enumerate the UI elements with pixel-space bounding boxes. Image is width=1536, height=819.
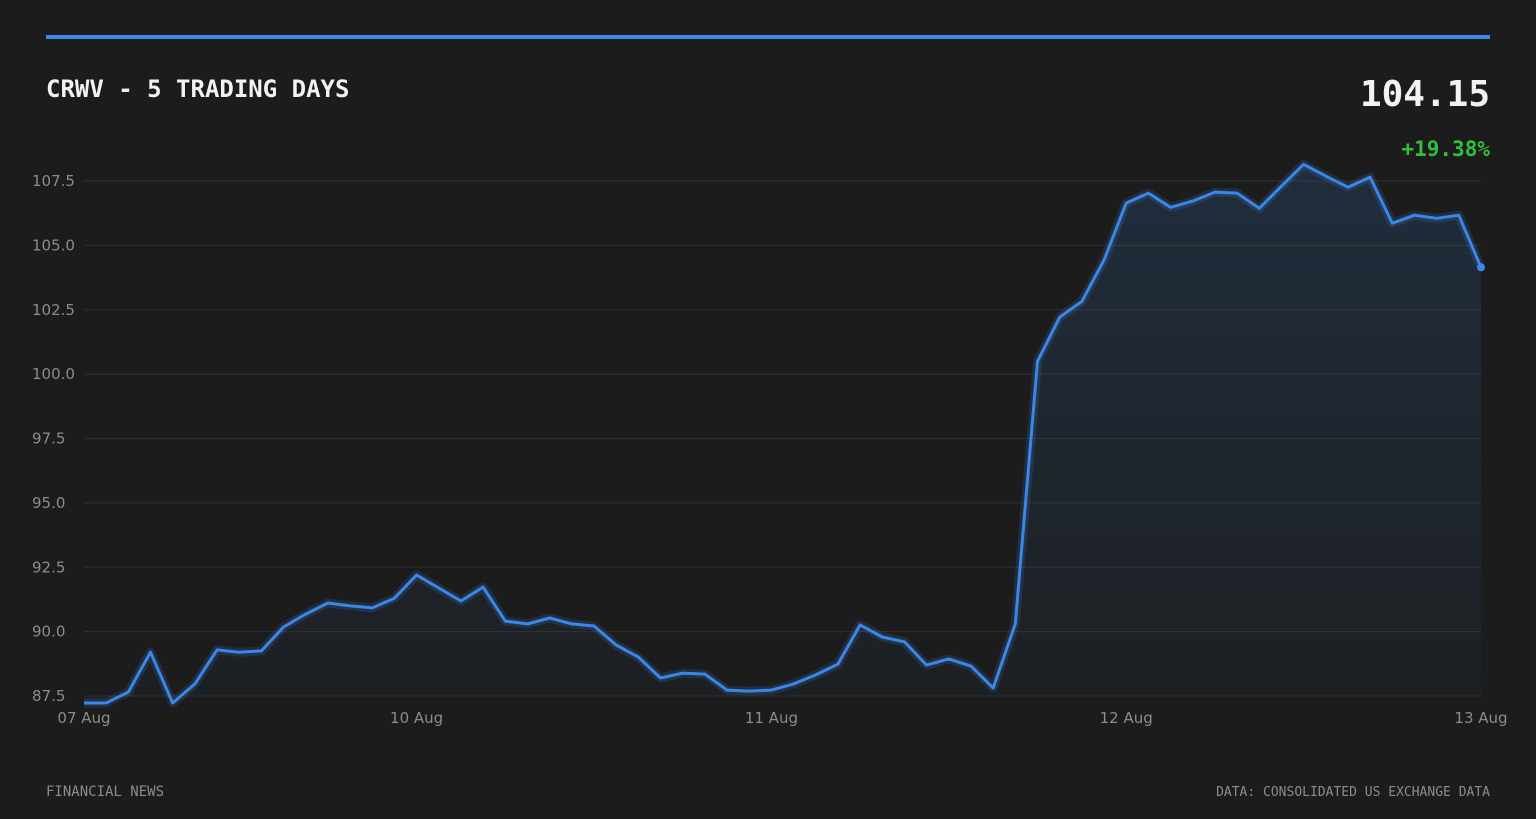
last-price: 104.15	[1360, 74, 1490, 115]
line	[84, 162, 1483, 705]
top-rule	[46, 35, 1490, 39]
x-tick-label: 13 Aug	[1454, 709, 1507, 727]
last-point	[1477, 263, 1485, 272]
y-tick-label: 87.5	[32, 687, 65, 705]
x-tick-label: 11 Aug	[745, 709, 798, 727]
y-tick-label: 95.0	[32, 494, 65, 512]
y-tick-label: 105.0	[32, 236, 75, 254]
area	[84, 164, 1481, 704]
y-tick-label: 97.5	[32, 430, 65, 448]
y-tick-label: 90.0	[32, 623, 65, 641]
footer-right: DATA: CONSOLIDATED US EXCHANGE DATA	[1216, 785, 1490, 800]
x-tick-label: 07 Aug	[57, 709, 110, 727]
y-tick-label: 107.5	[32, 172, 75, 190]
y-tick-label: 92.5	[32, 558, 65, 576]
x-tick-label: 12 Aug	[1100, 709, 1153, 727]
y-tick-label: 100.0	[32, 365, 75, 383]
x-tick-label: 10 Aug	[390, 709, 443, 727]
footer-left: FINANCIAL NEWS	[46, 784, 164, 800]
chart-title: CRWV - 5 TRADING DAYS	[46, 75, 349, 103]
change: +19.38%	[1401, 137, 1490, 161]
y-tick-label: 102.5	[32, 301, 75, 319]
